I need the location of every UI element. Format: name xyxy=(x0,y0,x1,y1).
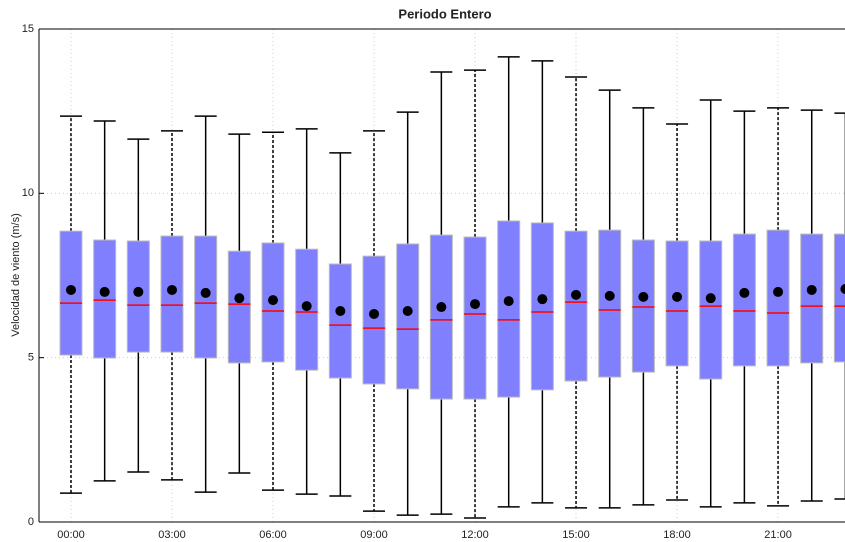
mean-marker xyxy=(470,299,481,310)
mean-marker xyxy=(604,290,615,301)
x-tick-label: 03:00 xyxy=(158,529,186,541)
box xyxy=(699,240,723,380)
box xyxy=(93,239,117,359)
x-tick-label: 00:00 xyxy=(57,529,85,541)
mean-marker xyxy=(840,283,845,294)
mean-marker xyxy=(335,305,346,316)
y-axis-label: Velocidad de viento (m/s) xyxy=(10,213,22,337)
x-tick-label: 21:00 xyxy=(764,529,792,541)
box xyxy=(429,234,453,400)
mean-marker xyxy=(200,287,211,298)
mean-marker xyxy=(773,286,784,297)
mean-marker xyxy=(537,294,548,305)
mean-marker xyxy=(436,302,447,313)
y-tick-label: 10 xyxy=(22,187,34,199)
box xyxy=(227,250,251,364)
x-tick-label: 12:00 xyxy=(461,529,489,541)
box xyxy=(463,236,487,400)
box xyxy=(530,222,554,391)
mean-marker xyxy=(166,284,177,295)
mean-marker xyxy=(739,287,750,298)
box xyxy=(564,230,588,382)
x-tick-label: 06:00 xyxy=(259,529,287,541)
mean-marker xyxy=(369,308,380,319)
mean-marker xyxy=(705,293,716,304)
box xyxy=(833,233,845,363)
box xyxy=(497,220,521,398)
mean-marker xyxy=(806,284,817,295)
mean-marker xyxy=(638,291,649,302)
box xyxy=(328,263,352,379)
mean-marker xyxy=(234,293,245,304)
mean-marker xyxy=(503,296,514,307)
mean-marker xyxy=(99,286,110,297)
box xyxy=(598,229,622,378)
mean-marker xyxy=(65,284,76,295)
mean-marker xyxy=(268,295,279,306)
y-tick-label: 5 xyxy=(28,352,34,364)
y-tick-label: 0 xyxy=(28,516,34,528)
box xyxy=(732,233,756,367)
y-tick-label: 15 xyxy=(22,23,34,35)
box xyxy=(665,240,689,367)
mean-marker xyxy=(133,286,144,297)
mean-marker xyxy=(672,291,683,302)
box xyxy=(631,239,655,373)
box xyxy=(800,233,824,364)
x-tick-label: 09:00 xyxy=(360,529,388,541)
chart-title: Periodo Entero xyxy=(398,6,491,21)
box xyxy=(396,243,420,390)
x-tick-label: 15:00 xyxy=(562,529,590,541)
mean-marker xyxy=(571,289,582,300)
box xyxy=(362,255,386,385)
box xyxy=(766,229,790,367)
x-tick-label: 18:00 xyxy=(663,529,691,541)
mean-marker xyxy=(402,305,413,316)
mean-marker xyxy=(301,301,312,312)
